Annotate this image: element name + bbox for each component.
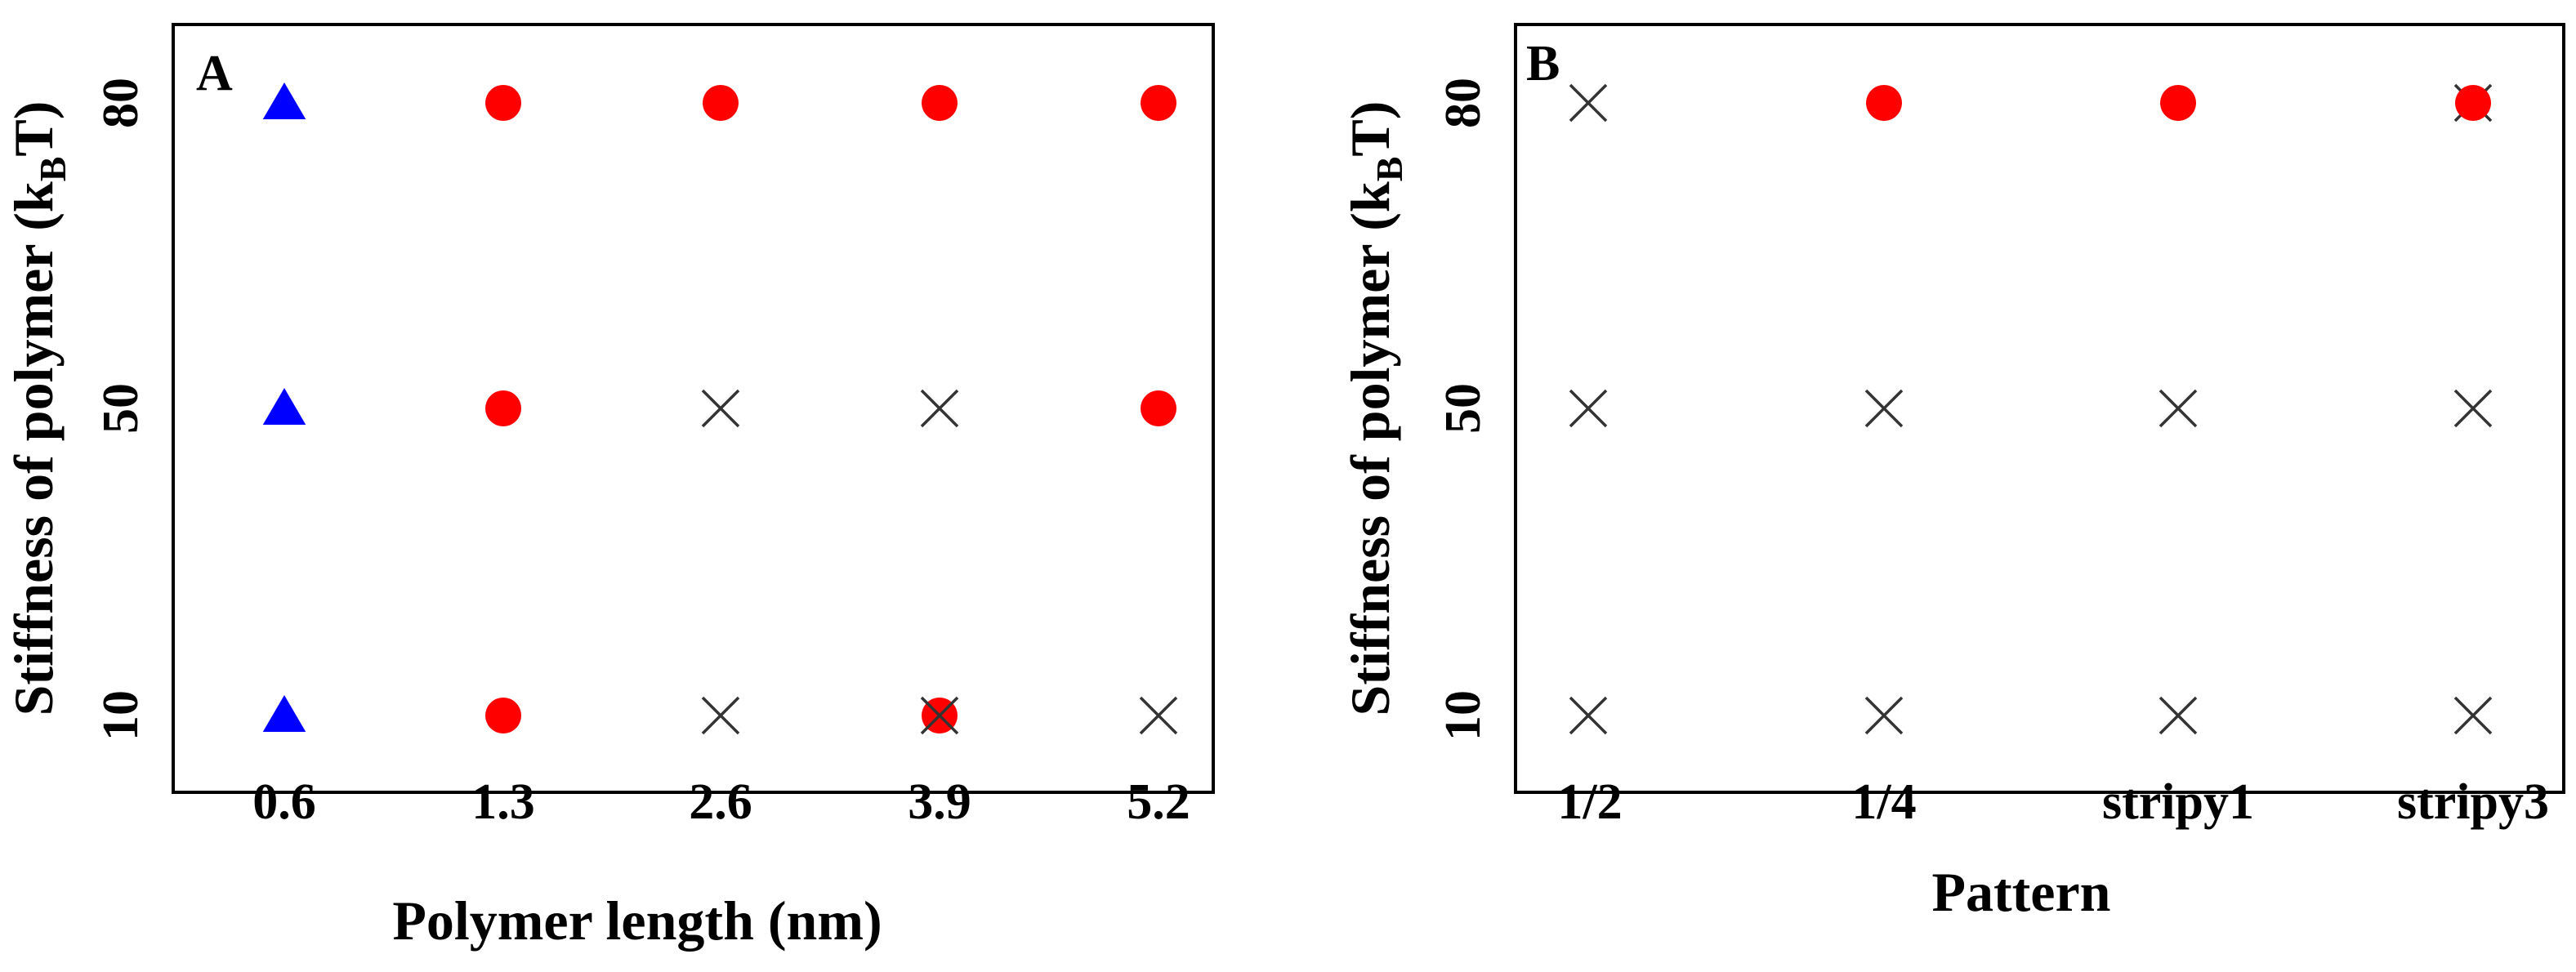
data-point-a-circle-6 xyxy=(922,85,958,121)
y-axis-title-a: Stiffness of polymer (kBT) xyxy=(2,101,74,716)
x-tick-label-a-4: 3.9 xyxy=(908,774,971,830)
data-point-b-cross-5 xyxy=(1864,389,1904,428)
data-point-a-cross-1 xyxy=(701,696,740,735)
x-tick-label-a-1: 0.6 xyxy=(252,774,316,830)
data-point-a-triangle-3 xyxy=(262,82,306,119)
x-tick-label-a-3: 2.6 xyxy=(689,774,752,830)
x-axis-title-b: Pattern xyxy=(1931,861,2110,923)
data-point-b-cross-7 xyxy=(2159,389,2198,428)
panel-label-b: B xyxy=(1526,36,1560,91)
data-point-a-triangle-1 xyxy=(262,695,306,732)
plot-area-a xyxy=(172,23,1215,794)
data-point-b-cross-9 xyxy=(2453,389,2493,428)
data-point-b-circle-3 xyxy=(2455,85,2491,121)
y-tick-label-a-10: 10 xyxy=(93,690,149,741)
y-tick-label-b-50: 50 xyxy=(1435,383,1491,434)
plot-area-b xyxy=(1514,23,2565,794)
x-tick-label-b-1: 1/2 xyxy=(1557,774,1622,830)
data-point-b-cross-8 xyxy=(2453,696,2493,735)
data-point-a-circle-4 xyxy=(703,85,739,121)
x-tick-label-b-4: stripy3 xyxy=(2397,774,2549,830)
y-tick-label-a-80: 80 xyxy=(93,78,149,128)
data-point-a-cross-2 xyxy=(701,389,740,428)
y-tick-label-b-10: 10 xyxy=(1435,690,1491,741)
data-point-a-circle-1 xyxy=(485,698,521,733)
data-point-b-cross-4 xyxy=(1864,696,1904,735)
x-axis-title-a: Polymer length (nm) xyxy=(392,890,882,952)
panel-label-a: A xyxy=(196,46,233,101)
x-tick-label-b-3: stripy1 xyxy=(2102,774,2254,830)
data-point-a-cross-4 xyxy=(920,389,959,428)
data-point-a-circle-2 xyxy=(485,390,521,426)
data-point-a-circle-7 xyxy=(1141,390,1176,426)
data-point-a-circle-8 xyxy=(1141,85,1176,121)
data-point-b-cross-6 xyxy=(2159,696,2198,735)
x-tick-label-a-2: 1.3 xyxy=(471,774,535,830)
data-point-b-circle-2 xyxy=(2160,85,2196,121)
data-point-b-cross-2 xyxy=(1569,389,1608,428)
y-axis-title-b: Stiffness of polymer (kBT) xyxy=(1339,101,1410,716)
panel-b: B 1/2 1/4 stripy1 stripy3 10 50 80 Pattern Stiffn… xyxy=(1339,23,2565,923)
data-point-a-cross-3 xyxy=(920,696,959,735)
x-tick-label-b-2: 1/4 xyxy=(1851,774,1916,830)
y-tick-label-b-80: 80 xyxy=(1435,78,1491,128)
data-point-b-cross-1 xyxy=(1569,696,1608,735)
panel-a: A 0.6 1.3 2.6 3.9 5.2 10 50 80 Polymer length (nm… xyxy=(2,23,1215,952)
data-point-b-circle-1 xyxy=(1866,85,1902,121)
data-point-b-cross-3 xyxy=(1569,83,1608,123)
data-point-a-triangle-2 xyxy=(262,388,306,425)
data-point-a-circle-3 xyxy=(485,85,521,121)
y-tick-label-a-50: 50 xyxy=(93,383,149,434)
x-tick-label-a-5: 5.2 xyxy=(1127,774,1190,830)
data-point-a-cross-5 xyxy=(1139,696,1178,735)
